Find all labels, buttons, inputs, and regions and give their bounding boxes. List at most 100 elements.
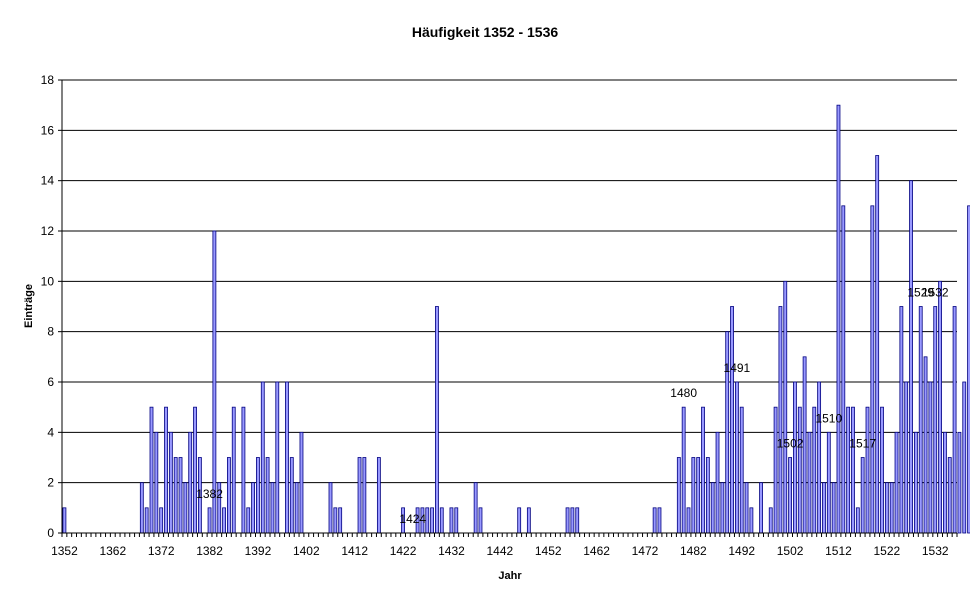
bar [338, 507, 343, 534]
bar [788, 457, 792, 534]
bar [207, 507, 212, 534]
bar [846, 406, 851, 534]
x-tick-label: 1412 [341, 544, 368, 558]
bar [904, 381, 909, 534]
axes [58, 79, 958, 537]
y-tick-label: 14 [41, 174, 55, 188]
bar [285, 381, 289, 534]
bar [188, 431, 193, 534]
bar [517, 507, 522, 534]
peak-label: 1502 [777, 437, 804, 451]
peak-label: 1532 [922, 286, 949, 300]
peak-label: 1491 [724, 361, 751, 375]
x-tick-label: 1372 [148, 544, 175, 558]
x-tick-label: 1532 [922, 544, 949, 558]
bar [928, 381, 933, 534]
bar [333, 507, 338, 534]
bar [720, 482, 725, 534]
bar [875, 155, 880, 534]
bar [812, 406, 817, 534]
bar [357, 457, 362, 534]
bar [657, 507, 662, 534]
x-tick-label: 1422 [390, 544, 417, 558]
bar [870, 205, 875, 534]
bar [807, 431, 812, 534]
bar [676, 457, 681, 534]
bar [149, 406, 154, 534]
bar [899, 306, 904, 534]
x-tick-label: 1452 [535, 544, 562, 558]
y-tick-label: 10 [41, 274, 55, 288]
bar [967, 205, 970, 534]
x-tick-label: 1392 [245, 544, 272, 558]
bar [449, 507, 454, 534]
peak-label: 1529 [907, 286, 934, 300]
bar [889, 482, 894, 534]
bar [894, 431, 899, 534]
bar [473, 482, 478, 534]
bar [439, 507, 444, 534]
bar [691, 457, 696, 534]
y-axis-title: Einträge [23, 284, 35, 328]
bar [943, 431, 947, 534]
peak-label: 1424 [399, 512, 426, 526]
bar [260, 381, 265, 534]
x-tick-label: 1472 [632, 544, 659, 558]
bar [918, 306, 923, 534]
bar [231, 406, 236, 534]
x-axis-title: Jahr [498, 570, 522, 582]
bar [575, 507, 580, 534]
bar [565, 507, 570, 534]
peak-label: 1517 [849, 437, 876, 451]
bar [289, 457, 294, 534]
bar [425, 507, 430, 534]
bar [759, 482, 763, 534]
bar [570, 507, 575, 534]
bar [144, 507, 149, 534]
y-tick-label: 2 [47, 476, 54, 490]
peak-label: 1382 [196, 487, 223, 501]
bar [164, 406, 168, 534]
bar [855, 507, 860, 534]
bar [275, 381, 280, 534]
y-tick-label: 0 [47, 526, 54, 540]
x-tick-label: 1492 [728, 544, 755, 558]
bar [270, 482, 275, 534]
y-tick-label: 6 [47, 375, 54, 389]
bar [715, 431, 720, 534]
bars [62, 104, 970, 534]
y-tick-labels: 0 2 4 6 8 10 12 14 16 18 [41, 73, 55, 540]
bar [265, 457, 270, 534]
bar [909, 180, 913, 534]
bar [952, 306, 957, 534]
bar [251, 482, 255, 534]
bar [62, 507, 67, 534]
x-tick-label: 1502 [777, 544, 804, 558]
bar [294, 482, 299, 534]
peak-label: 1480 [670, 386, 697, 400]
bar [681, 406, 686, 534]
bar [865, 406, 870, 534]
chart-title: Häufigkeit 1352 - 1536 [412, 24, 559, 40]
bar [822, 482, 826, 534]
peak-label: 1510 [815, 411, 842, 425]
y-tick-label: 16 [41, 123, 55, 137]
y-tick-label: 8 [47, 325, 54, 339]
bar [696, 457, 701, 534]
bar [686, 507, 691, 534]
bar [168, 431, 173, 534]
bar [710, 482, 715, 534]
bar [923, 356, 928, 534]
bar [860, 457, 865, 534]
x-tick-label: 1482 [680, 544, 707, 558]
bar [376, 457, 381, 534]
bar [430, 507, 434, 534]
bar [730, 306, 734, 534]
x-tick-label: 1432 [438, 544, 465, 558]
x-tick-label: 1352 [51, 544, 78, 558]
bar [768, 507, 773, 534]
bar [154, 431, 159, 534]
